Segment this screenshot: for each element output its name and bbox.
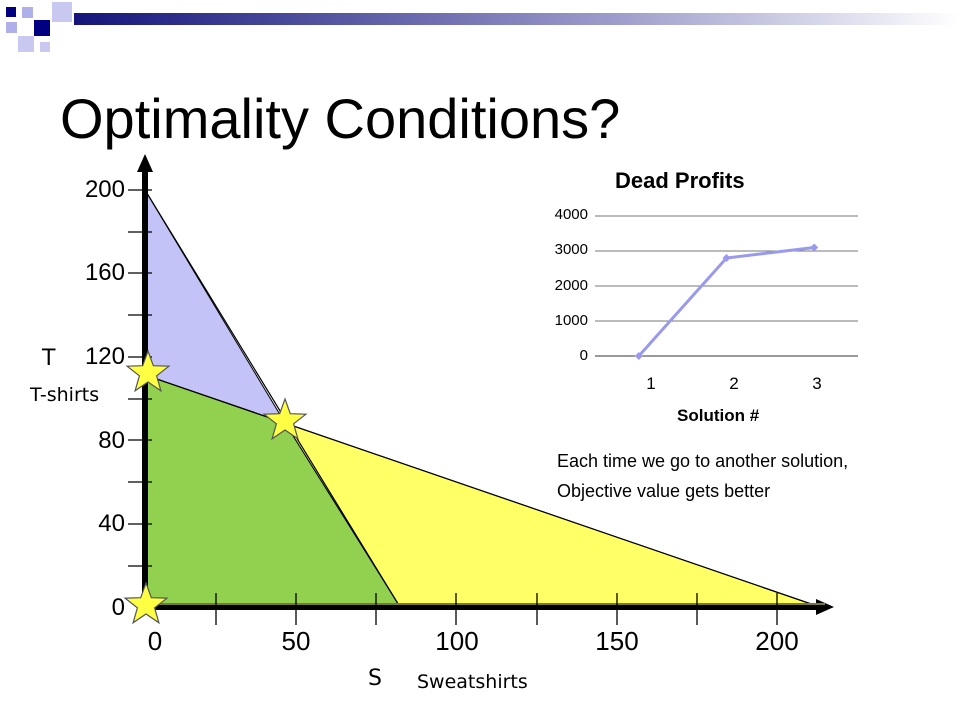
constraint-line-lower <box>144 374 821 608</box>
feasible-regions <box>144 188 821 608</box>
y-axis-name: T-shirts <box>30 384 100 406</box>
x-tick-label: 150 <box>595 626 639 656</box>
x-tick-label: 100 <box>435 626 479 656</box>
mini-x-tick-label: 3 <box>812 374 822 393</box>
slide-title: Optimality Conditions? <box>60 87 621 150</box>
star-icon <box>262 397 308 441</box>
x-axis-ticks <box>215 593 778 625</box>
dead-profits-chart <box>595 215 858 360</box>
corner-squares-decoration <box>6 2 72 52</box>
mini-chart-point <box>722 254 731 262</box>
note-line-1: Each time we go to another solution, <box>557 451 849 471</box>
y-tick-label: 120 <box>84 343 125 370</box>
mini-y-tick-label: 1000 <box>554 312 588 329</box>
mini-chart-series-line <box>637 246 815 358</box>
main-axes <box>137 154 834 615</box>
mini-chart-points <box>634 243 819 360</box>
star-icon <box>123 581 169 625</box>
header-bar-decoration <box>74 13 960 25</box>
mini-x-tick-label: 1 <box>646 374 656 393</box>
y-tick-label: 40 <box>98 510 125 537</box>
mini-x-axis-label: Solution # <box>677 406 760 425</box>
mini-chart-point <box>634 352 643 360</box>
mini-y-tick-label: 4000 <box>554 206 588 223</box>
y-axis-letter: T <box>42 346 56 371</box>
note-line-2: Objective value gets better <box>557 481 771 501</box>
mini-y-tick-label: 3000 <box>554 241 588 258</box>
constraint-line-upper <box>144 189 401 608</box>
y-tick-label: 200 <box>84 176 125 203</box>
y-tick-label: 0 <box>111 594 125 621</box>
x-tick-label: 200 <box>755 626 799 656</box>
star-icon <box>125 349 171 393</box>
x-axis-name: Sweatshirts <box>417 671 528 693</box>
x-axis-letter: S <box>368 666 382 691</box>
x-tick-label: 50 <box>281 626 311 656</box>
mini-chart-point <box>810 243 819 252</box>
mini-x-tick-label: 2 <box>729 374 739 393</box>
y-tick-label: 160 <box>84 259 125 286</box>
y-axis-ticks <box>128 189 152 567</box>
x-tick-label: 0 <box>147 626 163 656</box>
mini-chart-title: Dead Profits <box>615 168 745 193</box>
mini-y-tick-label: 0 <box>579 347 588 364</box>
y-tick-label: 80 <box>98 427 125 454</box>
solution-stars <box>123 349 308 625</box>
mini-chart-gridlines <box>595 215 858 357</box>
mini-y-tick-label: 2000 <box>554 277 588 294</box>
